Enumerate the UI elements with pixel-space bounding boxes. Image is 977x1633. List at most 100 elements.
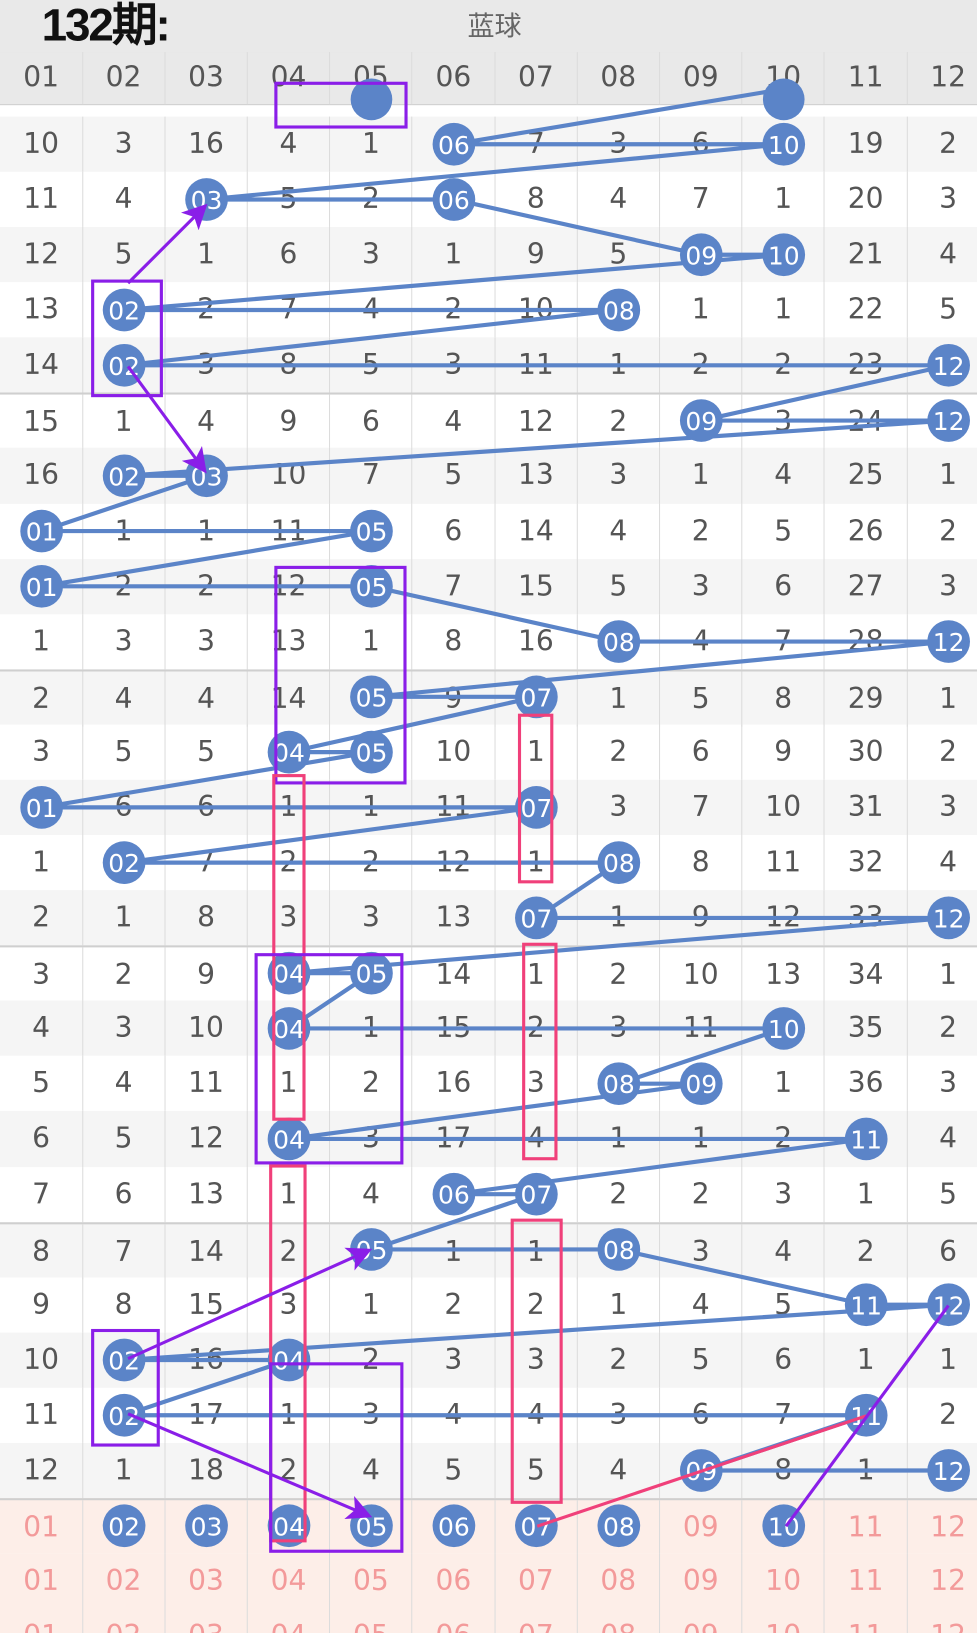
cell: 13 [495,448,578,504]
ball-number: 07 [520,904,552,933]
cell: 12 [907,1609,977,1633]
ball-number: 06 [438,131,470,160]
cell: 6 [330,394,413,451]
cell: 10 [413,724,496,780]
cell: 04 [248,1553,331,1609]
cell: 06 [413,1553,496,1609]
cell: 6 [660,724,743,780]
cell: 27 [825,558,908,614]
cell: 12 [0,1442,83,1499]
column-header-08[interactable]: 08 [578,52,661,105]
cell: 1 [248,1056,331,1112]
number-ball [102,454,146,498]
cell: 2 [330,1332,413,1388]
cell: 1 [83,1442,166,1499]
cell: 5 [660,671,743,727]
cell: 1 [578,1277,661,1333]
cell: 11 [0,171,83,228]
cell: 4 [742,448,825,504]
cell: 12 [165,1111,248,1167]
cell: 10 [742,1553,825,1609]
cell: 3 [83,1000,166,1057]
annotation-box [274,81,408,129]
number-ball [679,399,723,442]
cell [578,834,661,891]
number-ball [597,288,641,332]
cell: 20 [825,171,908,228]
ball-number: 04 [273,1015,305,1044]
number-ball [515,1504,558,1548]
annotation-box [517,713,554,884]
cell: 6 [83,1166,166,1222]
number-ball [597,1062,641,1106]
ball-number: 02 [108,1347,140,1376]
column-header-12[interactable]: 12 [907,52,977,104]
number-ball [432,122,476,166]
cell: 1 [578,671,661,727]
cell: 2 [660,1166,743,1222]
cell: 4 [83,1056,166,1112]
annotation-arrow [126,203,208,285]
cell: 8 [742,671,825,727]
cell: 07 [495,1608,578,1633]
cell: 1 [660,282,743,338]
cell: 5 [83,1111,166,1167]
cell: 14 [413,947,496,1003]
cell: 16 [165,116,248,172]
cell: 3 [165,613,248,670]
ball-number: 05 [356,573,388,602]
table-row: 1 1 11 6 14 4 2 5 26 2 [0,503,977,559]
cell [165,1500,248,1556]
ball-number: 10 [768,131,800,160]
column-header-01[interactable]: 01 [0,52,83,105]
cell [660,1056,743,1112]
column-header-09[interactable]: 09 [660,52,743,105]
column-header-06[interactable]: 06 [413,52,496,105]
column-header-07[interactable]: 07 [495,52,578,105]
cell: 4 [578,1442,661,1499]
cell: 08 [578,1608,661,1633]
number-ball [102,1338,146,1382]
cell: 3 [83,613,166,670]
cell: 15 [495,558,578,614]
column-header-11[interactable]: 11 [825,52,908,105]
cell: 10 [0,116,83,172]
ball-partial [762,78,805,121]
cell: 4 [330,1166,413,1222]
cell: 5 [83,724,166,780]
cell: 3 [248,1277,331,1333]
cell: 03 [165,1553,248,1609]
cell: 1 [660,448,743,504]
cell: 4 [907,1111,977,1166]
number-ball [432,1172,476,1216]
cell: 11 [165,1056,248,1112]
cell: 7 [83,1223,166,1280]
ball-number: 02 [108,1512,140,1541]
cell [83,1500,166,1556]
number-ball [927,343,970,387]
cell: 3 [742,1166,825,1222]
cell: 7 [413,558,496,614]
table-row: 9 8 15 3 1 2 2 1 4 5 [0,1277,977,1333]
number-ball [927,620,970,663]
cell: 26 [825,503,908,559]
cell: 1 [907,1332,977,1387]
column-header-02[interactable]: 02 [83,52,166,105]
cell: 14 [0,337,83,393]
ball-number: 07 [520,1512,552,1541]
cell: 6 [0,1111,83,1167]
ball-number: 11 [850,1125,882,1154]
cell: 13 [165,1166,248,1222]
cell: 1 [330,1277,413,1333]
column-header-03[interactable]: 03 [165,52,248,105]
ball-number: 12 [933,407,965,436]
annotation-box [269,1164,307,1543]
ball-number: 07 [520,683,552,712]
cell: 10 [0,1332,83,1388]
cell: 3 [0,947,83,1003]
cell: 10 [742,1608,825,1633]
cell: 2 [578,1332,661,1388]
annotation-box [269,1362,404,1553]
